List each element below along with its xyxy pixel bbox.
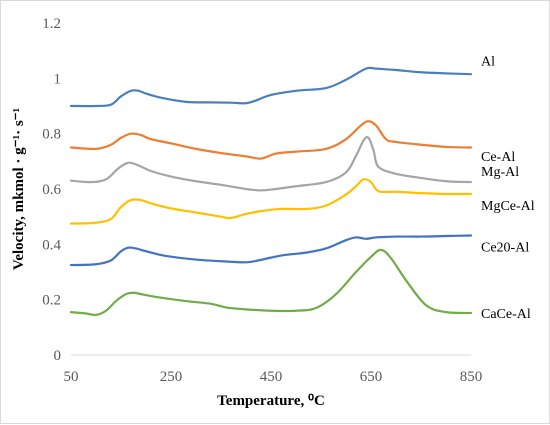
x-tick-label: 450 [260, 369, 283, 385]
x-tick-label: 50 [64, 369, 79, 385]
x-tick-label: 850 [460, 369, 483, 385]
y-tick-label: 0.6 [42, 182, 61, 198]
series-label: MgCe-Al [481, 199, 535, 214]
series-label: Ce20-Al [481, 241, 529, 256]
series-label: Mg-Al [481, 165, 519, 180]
y-tick-label: 0.8 [42, 127, 61, 143]
x-axis-title: Temperature, ⁰C [217, 393, 325, 409]
series-line-ce20-al [69, 234, 473, 267]
x-tick-label: 650 [360, 369, 383, 385]
x-tick-label: 250 [160, 369, 183, 385]
series-label: Al [481, 54, 495, 69]
series-line-ce-al [69, 120, 473, 160]
series-label: CaCe-Al [481, 307, 531, 322]
series-line-mg-al [69, 136, 473, 192]
y-tick-label: 1 [54, 71, 62, 87]
series-label: Ce-Al [481, 150, 515, 165]
y-tick-label: 0.4 [42, 237, 61, 253]
y-tick-label: 0.2 [42, 293, 61, 309]
series-line-cace-al [69, 248, 473, 317]
y-tick-label: 0 [54, 348, 62, 364]
y-tick-label: 1.2 [42, 16, 61, 32]
y-axis-title: Velocity, mkmol · g⁻¹· s⁻¹ [11, 108, 27, 270]
series-line-mgce-al [69, 178, 473, 225]
series-line-al [69, 66, 473, 108]
